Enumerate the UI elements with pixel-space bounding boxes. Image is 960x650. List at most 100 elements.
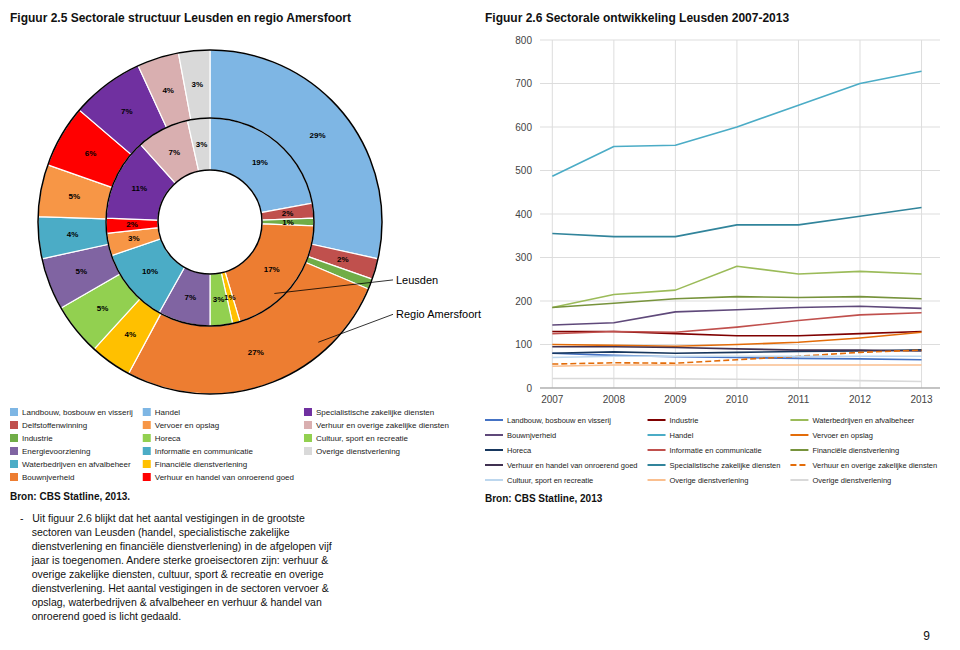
line-series xyxy=(552,306,921,325)
tick-label: 700 xyxy=(515,78,532,89)
source-note: Bron: CBS Statline, 2013. xyxy=(10,491,130,502)
body-text: overige zakelijke diensten, cultuur, spo… xyxy=(20,568,324,580)
data-label: 1% xyxy=(282,218,294,227)
legend-label: Handel xyxy=(155,408,181,417)
body-text: sectoren van Leusden (handel, specialist… xyxy=(20,526,290,538)
tick-label: 2013 xyxy=(910,394,933,405)
annotation-line xyxy=(274,280,393,294)
data-label: 2% xyxy=(337,255,349,264)
donut-slice xyxy=(178,50,210,120)
tick-label: 2009 xyxy=(664,394,687,405)
donut-chart: Figuur 2.5 Sectorale structuur Leusden e… xyxy=(10,11,481,502)
annotation: Leusden xyxy=(396,274,438,286)
data-label: 7% xyxy=(184,293,196,302)
donut-slice xyxy=(187,118,210,171)
grid-line xyxy=(540,170,940,171)
line-series xyxy=(552,297,921,308)
donut-slice xyxy=(38,217,108,259)
data-label: 3% xyxy=(196,140,208,149)
page-number: 9 xyxy=(923,629,930,643)
tick-label: 800 xyxy=(515,35,532,46)
data-label: 2% xyxy=(126,220,138,229)
tick-label: 2010 xyxy=(726,394,749,405)
source-note: Bron: CBS Statline, 2013 xyxy=(485,493,603,504)
grid-line xyxy=(921,40,922,388)
body-text: onroerend goed is licht gedaald. xyxy=(20,610,181,622)
legend-swatch xyxy=(485,449,503,451)
legend-label: Bouwnjverheid xyxy=(22,473,74,482)
legend: Landbouw, bosbouw en visserijIndustrieWa… xyxy=(485,416,937,485)
legend-label: Waterbedrijven en afvalbeheer xyxy=(812,416,914,425)
grid-line xyxy=(540,83,940,84)
plot-area xyxy=(552,71,921,381)
line-series xyxy=(552,350,921,364)
legend-label: Overige dienstverlening xyxy=(316,447,400,456)
legend-swatch xyxy=(10,460,18,468)
data-label: 5% xyxy=(76,267,88,276)
grid-line xyxy=(540,40,940,41)
data-label: 4% xyxy=(67,230,79,239)
grid-line xyxy=(860,40,861,388)
legend-label: Energievoorziening xyxy=(22,447,91,456)
legend-swatch xyxy=(304,421,312,429)
tick-label: 0 xyxy=(526,383,532,394)
legend-swatch xyxy=(648,479,666,481)
line-series xyxy=(552,365,921,366)
line-series xyxy=(552,356,921,357)
legend-label: Verhuur en overige zakelijke diensten xyxy=(812,461,937,470)
legend-swatch xyxy=(485,464,503,466)
legend-label: Waterbedrijven en afvalbeheer xyxy=(22,460,131,469)
data-label: 7% xyxy=(121,107,133,116)
legend-label: Verhuur en handel van onroerend goed xyxy=(155,473,294,482)
legend-label: Industrie xyxy=(22,434,53,443)
legend-swatch xyxy=(790,434,808,436)
data-label: 3% xyxy=(128,234,140,243)
line-series xyxy=(552,266,921,307)
legend-label: Specialistische zakelijke diensten xyxy=(670,461,781,470)
tick-label: 2012 xyxy=(849,394,872,405)
grid-line xyxy=(540,301,940,302)
data-label: 10% xyxy=(142,267,158,276)
data-label: 5% xyxy=(69,192,81,201)
body-text: jaar is toegenomen. Andere sterke groeis… xyxy=(20,554,328,566)
legend-swatch xyxy=(648,449,666,451)
line-series xyxy=(552,71,921,176)
legend-label: Landbouw, bosbouw en visserij xyxy=(507,416,611,425)
legend-swatch xyxy=(648,419,666,421)
legend-swatch xyxy=(790,464,808,466)
line-series xyxy=(552,207,921,236)
legend-label: Informatie en communicatie xyxy=(670,446,762,455)
data-label: 27% xyxy=(248,348,264,357)
legend-label: Bouwnjverheid xyxy=(507,431,556,440)
legend-swatch xyxy=(143,421,151,429)
annotation-line xyxy=(318,314,393,342)
legend-swatch xyxy=(304,447,312,455)
legend-swatch xyxy=(648,464,666,466)
legend-swatch xyxy=(790,449,808,451)
data-label: 3% xyxy=(213,295,225,304)
legend-swatch xyxy=(485,479,503,481)
legend-label: Verhuur en handel van onroerend goed xyxy=(507,461,638,470)
legend-label: Informatie en communicatie xyxy=(155,447,254,456)
ring-border xyxy=(158,170,262,274)
legend-swatch xyxy=(790,419,808,421)
legend-swatch xyxy=(304,434,312,442)
data-label: 29% xyxy=(310,131,326,140)
legend-label: Cultuur, sport en recreatie xyxy=(316,434,409,443)
grid xyxy=(540,40,940,388)
legend-swatch xyxy=(10,447,18,455)
legend-swatch xyxy=(10,408,18,416)
legend-label: Landbouw, bosbouw en visserij xyxy=(22,408,133,417)
tick-label: 200 xyxy=(515,296,532,307)
line-series xyxy=(552,332,921,346)
donut-slice xyxy=(129,263,369,394)
grid-line xyxy=(613,40,614,388)
data-label: 1% xyxy=(224,293,236,302)
tick-label: 2008 xyxy=(603,394,626,405)
donut-ring xyxy=(106,118,314,326)
line-series xyxy=(552,313,921,334)
chart-title: Figuur 2.6 Sectorale ontwikkeling Leusde… xyxy=(485,11,789,25)
legend-swatch xyxy=(143,434,151,442)
line-series xyxy=(552,353,921,360)
body-text: opslag, waterbedrijven & afvalbeheer en … xyxy=(20,596,322,608)
